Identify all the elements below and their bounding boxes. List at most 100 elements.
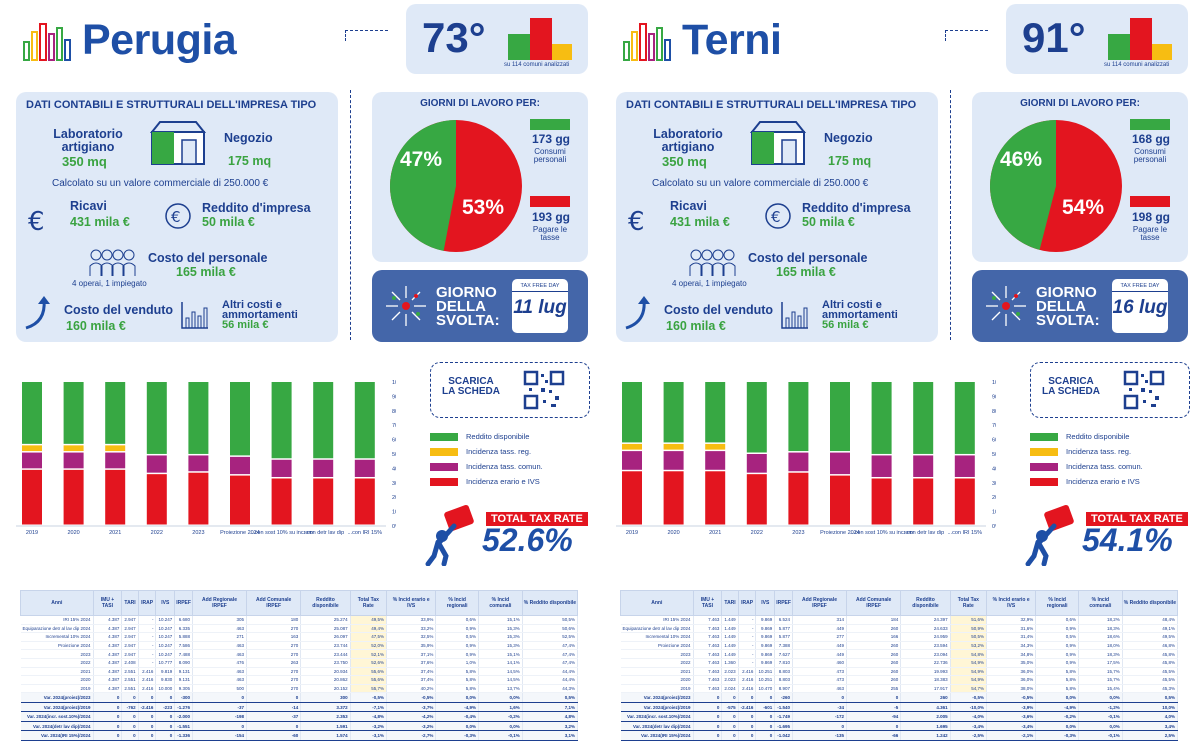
calc-note: Calcolato su un valore commerciale di 25… [652,178,869,189]
calendar-header: TAX FREE DAY [512,283,568,292]
table-cell: 15,4% [1078,684,1123,694]
table-cell: 476 [192,658,248,668]
table-row: Incremental 10% 2024 7.463 1.449-9.869 5.87… [620,632,1179,642]
download-sheet-label: SCARICA LA SCHEDA [1042,376,1100,397]
table-cell: 0,0% [1035,692,1079,703]
table-cell: 44,4% [522,667,579,677]
bar-segment [705,443,726,450]
table-cell: 271 [192,632,248,642]
table-cell: 4.387 [93,624,123,634]
bar-segment [313,459,334,477]
table-cell: 25.087 [300,624,351,634]
gg-taxes-label: Pagare le tasse [1132,225,1168,242]
table-cell: 45,3% [1122,684,1179,694]
table-cell: 1.449 [721,624,739,634]
y-tick-label: 60% [392,438,396,444]
table-cell: 15,1% [478,649,523,659]
table-cell: 260 [846,667,902,677]
table-cell: - [138,641,157,651]
altri-label: Altri costi e ammortamenti [822,299,898,321]
tax-data-table: Anni IMU + TASI TARI IRAP IVS IRPEF Add Region… [20,590,579,741]
shop-value: 175 mq [828,154,872,168]
table-cell: 2019 [620,684,694,694]
coin-icon: € [165,203,191,229]
table-cell: 0 [693,730,723,741]
table-cell: 7.810 [774,658,793,668]
y-tick-label: 10% [992,510,996,516]
city-panel-terni: Terni 91° su 114 comuni analizzati DATI … [600,0,1200,748]
table-cell: 0 [693,702,723,713]
y-tick-label: 100% [992,380,996,386]
table-cell: 15,7% [1078,667,1123,677]
company-data-box: DATI CONTABILI E STRUTTURALI DELL'IMPRES… [616,92,938,342]
table-cell: 7.463 [693,624,723,634]
table-cell: 4.361 [900,702,951,713]
table-cell: -0,1% [1078,711,1123,722]
table-cell: 10.247 [155,632,176,642]
bar-segment [22,452,42,469]
table-cell: 20.862 [300,675,351,685]
bar-segment [788,382,809,452]
table-cell: 8.907 [774,684,793,694]
table-cell: 473 [792,667,848,677]
table-cell: 5.888 [174,632,193,642]
bar-segment [705,471,726,525]
x-tick-label: 2019 [26,530,38,536]
table-cell: 55,7% [350,684,388,694]
table-cell: -10,0% [950,702,988,713]
work-days-box: GIORNI DI LAVORO PER: 46% 54% 168 gg Con… [972,92,1188,262]
x-tick-label: 2020 [67,530,79,536]
table-cell: 4.387 [93,684,123,694]
table-cell: - [138,658,157,668]
table-cell: 1.242 [900,730,951,741]
table-cell: 4.387 [93,641,123,651]
table-cell: 0 [138,711,157,722]
table-cell: 260 [846,658,902,668]
table-cell: 0,9% [1035,658,1079,668]
altri-value: 56 mila € [822,319,869,331]
table-cell: 300 [300,692,351,703]
x-tick-label: 2023 [792,530,804,536]
y-tick-label: 20% [392,495,396,501]
table-cell: -2,1% [986,730,1037,741]
download-sheet-button[interactable]: SCARICA LA SCHEDA [1030,362,1190,418]
table-row: 2021 4.387 2.551 2.416 9.819 9.131 463 270 20.93… [20,667,579,677]
table-cell: 1.449 [721,615,739,625]
table-cell: 7.463 [693,658,723,668]
table-cell: 0 [755,730,776,741]
table-cell: 0 [155,721,176,732]
table-row: 2020 4.387 2.551 2.416 9.830 9.131 463 270 20.86… [20,675,579,685]
table-cell: 50,5% [950,632,988,642]
pie-red-pct: 54% [1062,196,1105,219]
legend-erario: Incidenza erario e IVS [430,477,540,487]
table-cell: Incremental 10% 2024 [620,632,694,642]
table-cell: 0,6% [1035,615,1079,625]
table-cell: 0,0% [1035,721,1079,732]
table-cell: -94 [846,711,902,722]
table-cell: 460 [792,658,848,668]
table-cell: 463 [192,641,248,651]
work-days-box: GIORNI DI LAVORO PER: 47% 53% 173 gg Con… [372,92,588,262]
bar-segment [354,459,375,477]
gg-consumption-label: Consumi personali [1133,147,1167,164]
table-cell: 49,1% [1122,624,1179,634]
table-cell: 0 [93,730,123,741]
growth-arrow-icon [625,296,650,330]
table-cell: 7.463 [693,641,723,651]
bar-segment [622,451,642,470]
bar-segment [271,382,292,459]
turning-day-label: GIORNO DELLA SVOLTA: [1036,284,1100,329]
table-cell: 0 [792,692,848,703]
table-header-cell: % Incid erario e IVS [986,590,1037,616]
table-cell: - [738,615,757,625]
bar-segment [105,469,126,525]
table-header-cell: % Incid erario e IVS [386,590,437,616]
table-cell: 15,3% [478,624,523,634]
y-tick-label: 80% [992,409,996,415]
table-cell: 49,4% [350,624,388,634]
table-cell: 7,1% [522,702,579,713]
download-sheet-button[interactable]: SCARICA LA SCHEDA [430,362,590,418]
pie-slice-consumption [389,120,456,251]
shop-value: 175 mq [228,154,272,168]
x-tick-label: 2022 [751,530,763,536]
